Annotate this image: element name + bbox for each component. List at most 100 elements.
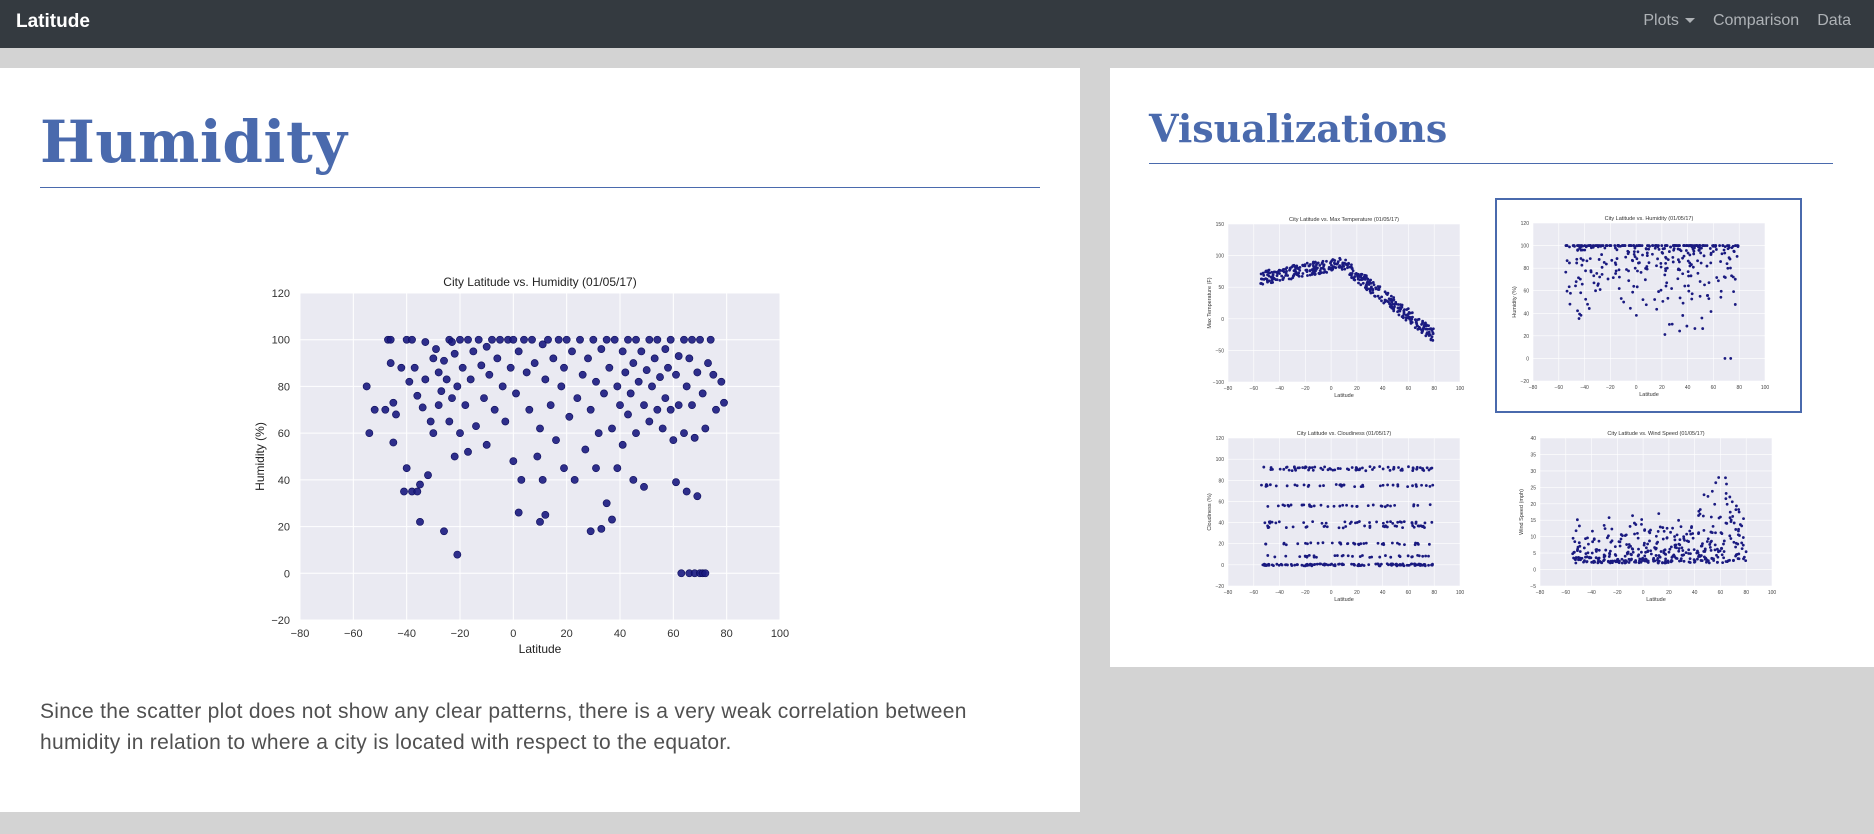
thumbnail-point	[1568, 261, 1571, 265]
thumbnail-point	[1360, 563, 1364, 567]
thumbnail-point	[1391, 521, 1395, 525]
thumbnail-humidity[interactable]: −80 −60 −40 −20 0 20 40 60 80 100 −20 0 20 40 60 80 100 1…	[1495, 198, 1802, 413]
thumbnail-point	[1686, 251, 1690, 255]
data-point	[413, 487, 422, 496]
thumbnail-point	[1646, 559, 1650, 563]
thumbnail-point	[1289, 563, 1293, 566]
thumbnail-point	[1734, 528, 1738, 531]
thumbnail-point	[1677, 260, 1681, 264]
data-point	[546, 401, 555, 410]
thumbnail-point	[1386, 563, 1390, 567]
thumbnail-point	[1361, 483, 1365, 487]
thumbnail-point	[1714, 531, 1717, 535]
data-point	[594, 429, 603, 438]
thumbnail-point	[1715, 276, 1719, 279]
thumbnail-point	[1656, 257, 1659, 261]
thumbnail-cloudiness[interactable]: −80 −60 −40 −20 0 20 40 60 80 100 −20 0 20 40 60 80 100 1…	[1198, 428, 1500, 608]
thumbnail-point	[1610, 258, 1614, 262]
thumbnail-point	[1662, 529, 1666, 533]
nav-comparison-link[interactable]: Comparison	[1712, 12, 1800, 29]
data-point	[464, 335, 472, 344]
thumbnail-point	[1291, 525, 1295, 529]
thumbnail-tick-label: −20	[1613, 590, 1622, 596]
data-point	[450, 349, 459, 358]
thumbnail-point	[1608, 244, 1612, 247]
thumbnail-point	[1265, 484, 1269, 488]
brand-link[interactable]: Latitude	[16, 11, 90, 32]
thumbnail-point	[1588, 257, 1592, 261]
thumbnail-point	[1646, 550, 1650, 554]
thumbnail-point	[1295, 273, 1299, 276]
thumbnail-point	[1339, 542, 1343, 546]
thumbnail-point	[1416, 327, 1420, 331]
thumbnail-tick-label: 20	[1666, 590, 1672, 596]
thumbnail-point	[1666, 296, 1670, 300]
thumbnail-point	[1732, 250, 1736, 253]
thumbnail-point	[1577, 541, 1581, 545]
thumbnail-point	[1688, 529, 1692, 533]
data-point	[605, 363, 614, 372]
thumbnail-point	[1389, 555, 1393, 559]
thumbnail-point	[1677, 549, 1681, 553]
data-point	[656, 373, 664, 381]
thumbnail-point	[1385, 520, 1389, 524]
thumbnail-point	[1661, 299, 1665, 303]
thumbnail-point	[1733, 277, 1737, 281]
thumbnail-point	[1264, 270, 1268, 274]
thumbnail-point	[1349, 520, 1353, 524]
thumbnail-point	[1265, 279, 1269, 283]
thumbnail-wind-speed[interactable]: −80 −60 −40 −20 0 20 40 60 80 100 −5 0 5 10 15 20 25 30 35…	[1510, 428, 1812, 608]
thumbnail-point	[1587, 542, 1590, 546]
thumbnail-point	[1283, 504, 1286, 508]
thumbnail-tick-label: −20	[1521, 379, 1530, 385]
data-point	[528, 335, 536, 344]
thumbnail-point	[1660, 561, 1664, 565]
thumbnail-point	[1712, 559, 1716, 562]
thumbnail-point	[1576, 248, 1580, 252]
thumbnail-tick-label: 25	[1530, 485, 1536, 491]
thumbnail-point	[1728, 257, 1732, 261]
thumbnail-point	[1693, 560, 1697, 564]
thumbnail-point	[1609, 540, 1613, 544]
thumbnail-point	[1678, 329, 1682, 333]
thumbnail-point	[1585, 555, 1589, 559]
thumbnail-point	[1323, 268, 1326, 271]
thumbnail-point	[1731, 244, 1735, 248]
nav-plots-dropdown[interactable]: Plots	[1634, 12, 1704, 30]
thumbnail-point	[1733, 303, 1737, 306]
thumbnail-point	[1277, 520, 1281, 524]
thumbnail-tick-label: 80	[1431, 590, 1437, 596]
thumbnail-point	[1293, 483, 1297, 487]
thumbnail-point	[1660, 250, 1664, 254]
thumbnail-point	[1636, 244, 1639, 248]
thumbnail-point	[1266, 504, 1270, 508]
data-point	[541, 510, 550, 519]
thumbnail-max-temperature[interactable]: −80 −60 −40 −20 0 20 40 60 80 100 −100 −50 0 50 100 150…	[1198, 211, 1500, 421]
thumbnail-point	[1589, 246, 1593, 250]
thumbnail-point	[1386, 465, 1390, 469]
data-point	[640, 482, 648, 491]
data-point	[488, 335, 496, 344]
thumbnail-point	[1391, 483, 1395, 487]
thumbnail-point	[1338, 467, 1342, 470]
data-point	[600, 389, 608, 398]
thumbnail-point	[1420, 323, 1423, 326]
thumbnail-point	[1716, 560, 1719, 564]
thumbnail-point	[1618, 544, 1622, 548]
thumbnail-point	[1709, 515, 1713, 519]
thumbnail-point	[1399, 303, 1402, 307]
data-point	[632, 335, 640, 344]
thumbnail-point	[1565, 259, 1569, 263]
thumbnail-point	[1411, 524, 1415, 528]
thumbnail-point	[1681, 256, 1684, 260]
thumbnail-point	[1734, 541, 1738, 545]
thumbnail-point	[1631, 259, 1635, 263]
thumbnail-point	[1337, 526, 1341, 530]
thumbnail-point	[1324, 521, 1328, 525]
thumbnail-point	[1663, 273, 1667, 277]
thumbnail-point	[1678, 244, 1681, 247]
y-tick-label: −20	[271, 615, 290, 627]
thumbnail-point	[1390, 541, 1394, 545]
nav-data-link[interactable]: Data	[1817, 12, 1851, 29]
thumbnail-point	[1624, 255, 1628, 259]
